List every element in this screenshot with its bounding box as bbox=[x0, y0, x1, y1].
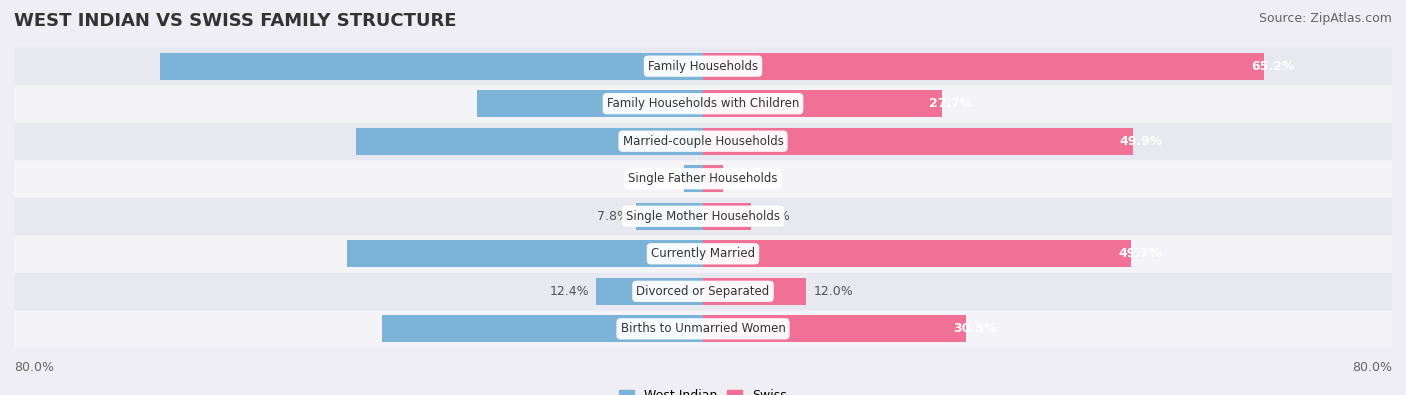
Text: Family Households: Family Households bbox=[648, 60, 758, 73]
Text: 30.5%: 30.5% bbox=[953, 322, 995, 335]
Text: WEST INDIAN VS SWISS FAMILY STRUCTURE: WEST INDIAN VS SWISS FAMILY STRUCTURE bbox=[14, 12, 457, 30]
Legend: West Indian, Swiss: West Indian, Swiss bbox=[614, 384, 792, 395]
Text: 37.3%: 37.3% bbox=[647, 322, 690, 335]
Bar bbox=[703, 90, 942, 117]
Text: Single Father Households: Single Father Households bbox=[628, 172, 778, 185]
Text: Married-couple Households: Married-couple Households bbox=[623, 135, 783, 148]
FancyBboxPatch shape bbox=[14, 160, 1392, 198]
Text: Family Households with Children: Family Households with Children bbox=[607, 97, 799, 110]
Text: 49.9%: 49.9% bbox=[1119, 135, 1163, 148]
Bar bbox=[685, 165, 703, 192]
Text: Single Mother Households: Single Mother Households bbox=[626, 210, 780, 223]
Bar bbox=[703, 53, 1264, 80]
Text: 12.0%: 12.0% bbox=[813, 285, 853, 298]
Text: 65.2%: 65.2% bbox=[1251, 60, 1295, 73]
Text: Divorced or Separated: Divorced or Separated bbox=[637, 285, 769, 298]
Bar bbox=[703, 278, 807, 305]
FancyBboxPatch shape bbox=[14, 47, 1392, 85]
Text: 63.1%: 63.1% bbox=[647, 60, 690, 73]
FancyBboxPatch shape bbox=[14, 235, 1392, 273]
FancyBboxPatch shape bbox=[14, 122, 1392, 160]
Bar bbox=[596, 278, 703, 305]
FancyBboxPatch shape bbox=[14, 272, 1392, 310]
Text: 2.2%: 2.2% bbox=[645, 172, 678, 185]
Bar bbox=[703, 203, 751, 230]
Bar bbox=[382, 315, 703, 342]
Text: Currently Married: Currently Married bbox=[651, 247, 755, 260]
Text: 41.3%: 41.3% bbox=[647, 247, 690, 260]
Text: 40.3%: 40.3% bbox=[647, 135, 690, 148]
Bar bbox=[703, 240, 1130, 267]
Bar bbox=[160, 53, 703, 80]
Text: 7.8%: 7.8% bbox=[598, 210, 628, 223]
FancyBboxPatch shape bbox=[14, 310, 1392, 348]
Text: 12.4%: 12.4% bbox=[550, 285, 589, 298]
Bar bbox=[703, 315, 966, 342]
Text: 26.3%: 26.3% bbox=[647, 97, 690, 110]
Text: 27.7%: 27.7% bbox=[928, 97, 972, 110]
Text: 5.6%: 5.6% bbox=[758, 210, 790, 223]
Bar bbox=[636, 203, 703, 230]
Bar bbox=[703, 165, 723, 192]
FancyBboxPatch shape bbox=[14, 85, 1392, 123]
Text: Births to Unmarried Women: Births to Unmarried Women bbox=[620, 322, 786, 335]
Bar bbox=[347, 240, 703, 267]
FancyBboxPatch shape bbox=[14, 197, 1392, 235]
Text: 49.7%: 49.7% bbox=[1118, 247, 1161, 260]
Bar bbox=[356, 128, 703, 155]
Text: Source: ZipAtlas.com: Source: ZipAtlas.com bbox=[1258, 12, 1392, 25]
Text: 80.0%: 80.0% bbox=[1353, 361, 1392, 374]
Bar bbox=[703, 128, 1133, 155]
Text: 2.3%: 2.3% bbox=[730, 172, 762, 185]
Text: 80.0%: 80.0% bbox=[14, 361, 53, 374]
Bar bbox=[477, 90, 703, 117]
